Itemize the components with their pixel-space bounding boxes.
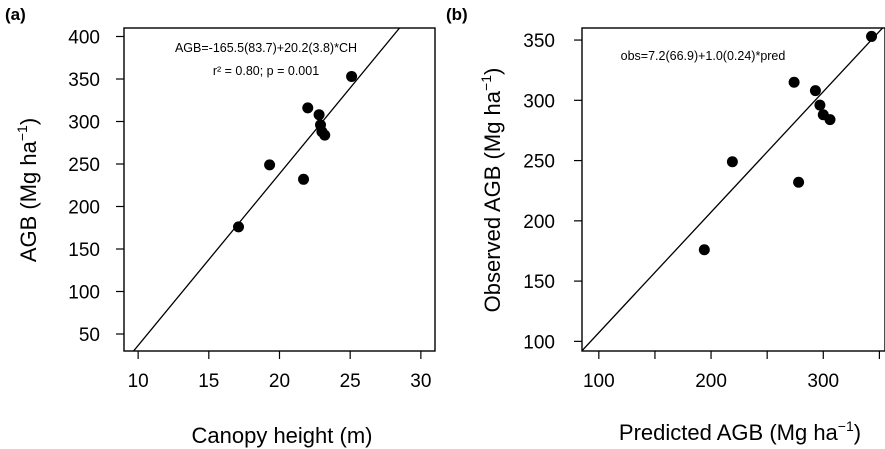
y-axis-title-close: ) — [480, 68, 505, 75]
x-axis-title: Canopy height (m) — [192, 423, 373, 448]
x-axis-title: Predicted AGB (Mg ha−1) — [619, 418, 861, 445]
y-axis-title: Observed AGB (Mg ha−1) — [478, 68, 505, 313]
x-axis-title-text: Canopy height (m) — [192, 423, 373, 448]
panel-label: (b) — [446, 5, 468, 24]
y-tick-label: 100 — [523, 332, 555, 353]
x-tick-label: 30 — [410, 371, 431, 392]
panel-label: (a) — [5, 5, 26, 24]
data-point — [824, 114, 836, 126]
x-tick-label: 200 — [695, 371, 727, 392]
fit-line — [582, 28, 884, 351]
panel-1: 100 200 300 100 150 200 250 300 350 obs=7.2(66.9)… — [446, 5, 885, 445]
y-tick-label: 400 — [68, 28, 100, 49]
y-tick-label: 350 — [523, 31, 555, 52]
panel-0: 10 15 20 25 30 50 100 150 200 250 300 350 400 AGB=-16… — [5, 5, 436, 448]
fit-line — [132, 28, 401, 351]
data-point — [298, 173, 310, 185]
data-point — [346, 70, 358, 82]
y-tick-label: 50 — [79, 325, 100, 346]
data-point — [698, 244, 710, 256]
y-tick-label: 250 — [68, 155, 100, 176]
y-tick-label: 300 — [523, 91, 555, 112]
y-axis-title-close: ) — [16, 118, 41, 125]
y-axis-title-superscript: −1 — [14, 125, 30, 141]
x-axis-title-superscript: −1 — [838, 418, 854, 434]
x-tick-label: 25 — [340, 371, 361, 392]
x-tick-label: 10 — [128, 371, 149, 392]
y-axis-title-text: AGB (Mg ha — [16, 140, 41, 262]
x-tick-label: 20 — [269, 371, 290, 392]
equation-annotation: AGB=-165.5(83.7)+20.2(3.8)*CH — [175, 41, 357, 55]
data-point — [264, 159, 276, 171]
data-point — [233, 221, 245, 233]
data-point — [313, 109, 325, 121]
y-tick-label: 200 — [68, 198, 100, 219]
y-tick-label: 150 — [523, 272, 555, 293]
y-axis-title-text: Observed AGB (Mg ha — [480, 90, 505, 312]
data-point — [809, 85, 821, 97]
x-tick-label: 15 — [198, 371, 219, 392]
equation-annotation: obs=7.2(66.9)+1.0(0.24)*pred — [621, 49, 786, 63]
data-point — [788, 76, 800, 88]
data-point — [814, 99, 826, 111]
y-tick-label: 150 — [68, 240, 100, 261]
equation-annotation: r² = 0.80; p = 0.001 — [213, 64, 319, 78]
y-tick-label: 300 — [68, 113, 100, 134]
data-point — [302, 102, 314, 114]
data-point — [319, 129, 331, 141]
x-axis-title-text: Predicted AGB (Mg ha — [619, 420, 839, 445]
y-tick-label: 100 — [68, 283, 100, 304]
y-tick-label: 250 — [523, 152, 555, 173]
y-axis-title-superscript: −1 — [478, 75, 494, 91]
data-point — [866, 30, 878, 42]
y-tick-label: 350 — [68, 70, 100, 91]
plot-frame — [581, 27, 885, 352]
x-tick-label: 100 — [583, 371, 615, 392]
data-point — [793, 176, 805, 188]
y-axis-title: AGB (Mg ha−1) — [14, 118, 41, 262]
x-tick-label: 300 — [807, 371, 839, 392]
y-tick-label: 200 — [523, 212, 555, 233]
data-point — [726, 156, 738, 168]
x-axis-title-close: ) — [854, 420, 861, 445]
